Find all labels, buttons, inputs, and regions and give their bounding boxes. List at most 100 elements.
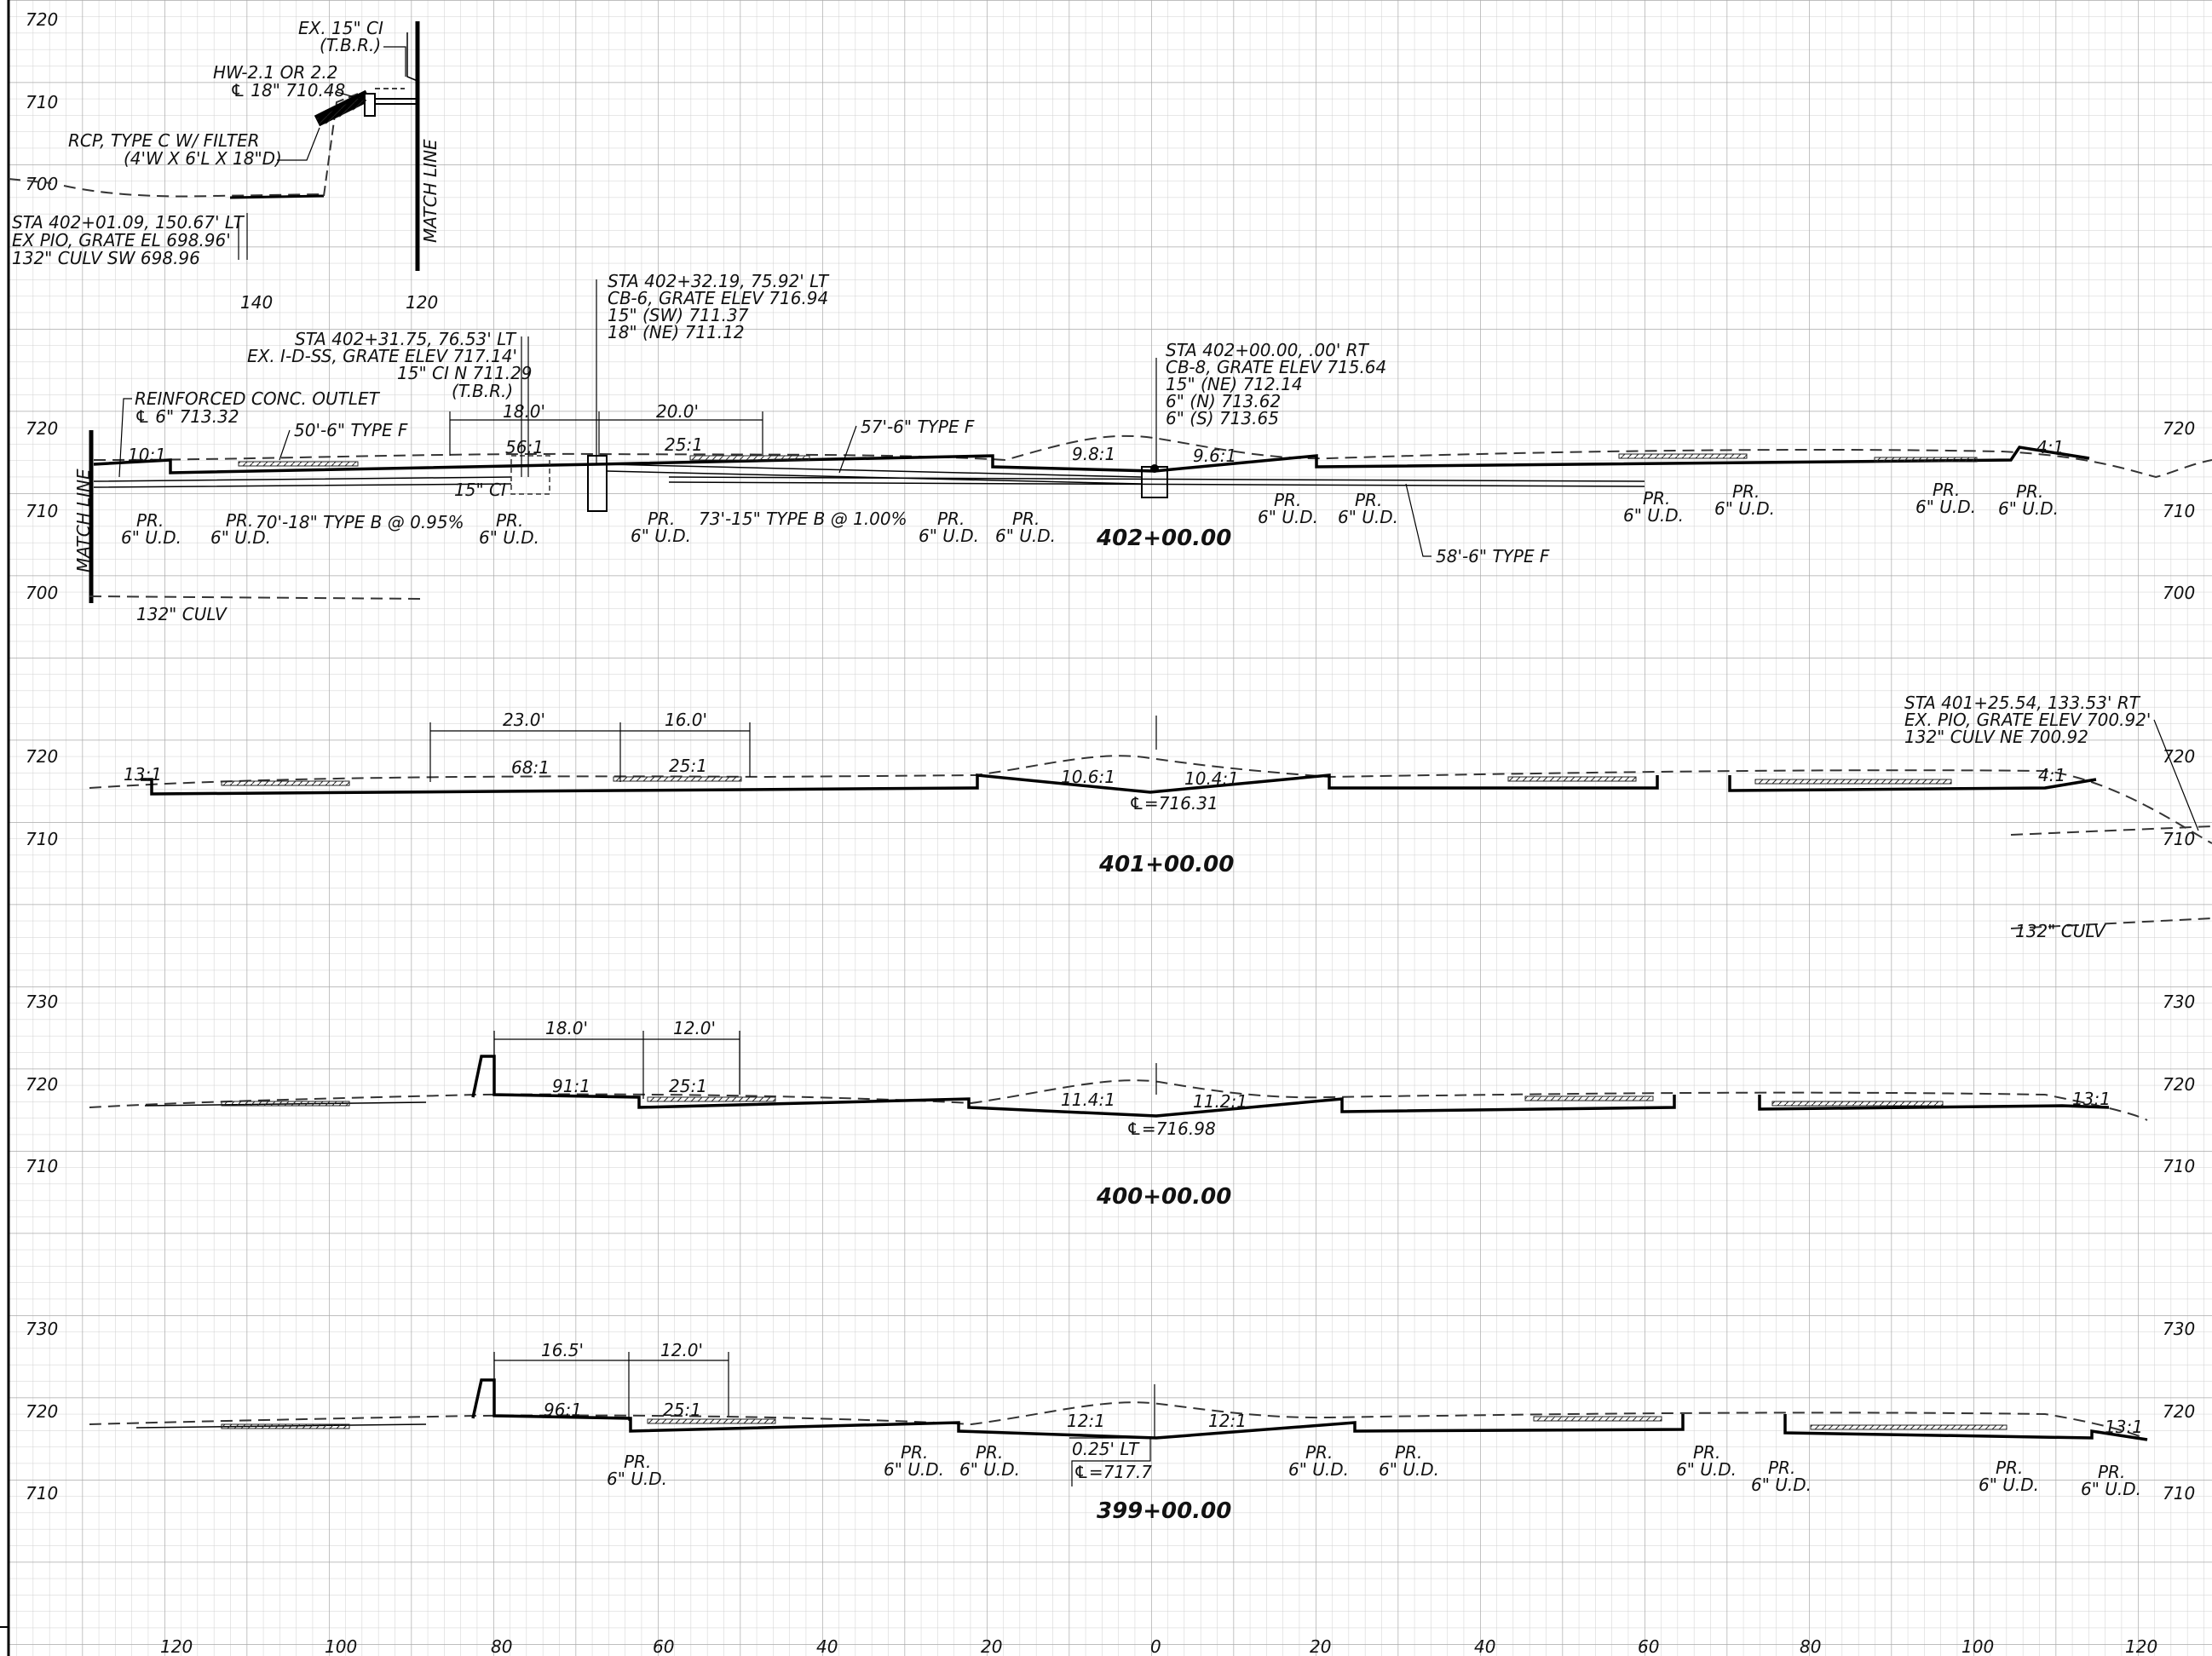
offset-label: 140 <box>240 292 273 313</box>
offset-label: 80 <box>491 1636 512 1656</box>
elev-label: 700 <box>26 174 58 194</box>
cb6-note: 15" (SW) 711.37 <box>608 305 749 325</box>
type-f-label: 58'-6" TYPE F <box>1436 546 1550 566</box>
svg-text:PR.: PR. <box>624 1452 651 1472</box>
section-402: 720 710 700 720 710 700 MATCH LINE 132" … <box>26 271 2212 624</box>
type-f-label: 50'-6" TYPE F <box>294 420 408 440</box>
pio-note: EX. PIO, GRATE ELEV 700.92' <box>1904 710 2151 730</box>
cb6-note: STA 402+32.19, 75.92' LT <box>608 271 830 291</box>
elev-label: 710 <box>26 92 58 112</box>
svg-text:6" U.D.: 6" U.D. <box>607 1469 667 1489</box>
cl-elevation: ℄=716.98 <box>1126 1118 1216 1139</box>
pio-note: STA 401+25.54, 133.53' RT <box>1904 693 2141 713</box>
svg-text:6" U.D.: 6" U.D. <box>1979 1475 2039 1495</box>
svg-text:6" U.D.: 6" U.D. <box>959 1459 1020 1480</box>
match-line-label: MATCH LINE <box>73 469 94 572</box>
svg-text:PR.: PR. <box>2016 481 2043 502</box>
station-label: 402+00.00 <box>1096 526 1231 551</box>
idss-note: (T.B.R.) <box>452 381 513 401</box>
cl-elevation: ℄=716.31 <box>1129 793 1218 814</box>
elev-label: 710 <box>2163 829 2195 849</box>
station-label: 399+00.00 <box>1097 1498 1231 1524</box>
svg-text:PR.: PR. <box>136 510 164 531</box>
svg-text:PR.: PR. <box>1355 490 1382 510</box>
dimension-label: 16.0' <box>665 710 707 730</box>
svg-text:PR.: PR. <box>496 510 523 531</box>
svg-text:6" U.D.: 6" U.D. <box>995 526 1056 546</box>
slope-label: 25:1 <box>665 434 703 455</box>
note-line: (T.B.R.) <box>320 35 381 55</box>
station-label: 400+00.00 <box>1096 1184 1231 1210</box>
offset-label: 40 <box>816 1636 838 1656</box>
note-line: EX PIO, GRATE EL 698.96' <box>12 230 231 250</box>
slope-label: 91:1 <box>552 1076 590 1096</box>
elev-label: 730 <box>26 1319 58 1339</box>
svg-text:6" U.D.: 6" U.D. <box>1623 505 1684 526</box>
slope-label: 12:1 <box>1067 1411 1105 1431</box>
offset-label: 100 <box>1961 1636 1994 1656</box>
note-line: RCP, TYPE C W/ FILTER <box>68 130 260 151</box>
outlet-note: REINFORCED CONC. OUTLET <box>135 388 381 409</box>
slope-label: 10.4:1 <box>1184 768 1239 789</box>
section-399: 730 720 710 730 720 710 16.5' 12.0' 96:1… <box>26 1319 2195 1524</box>
idss-note: STA 402+31.75, 76.53' LT <box>295 329 517 349</box>
pio-note: 132" CULV NE 700.92 <box>1904 727 2088 747</box>
slope-label: 10:1 <box>128 445 166 465</box>
offset-label: 20 <box>1310 1636 1331 1656</box>
svg-text:6" U.D.: 6" U.D. <box>1998 498 2059 519</box>
svg-text:6" U.D.: 6" U.D. <box>1714 498 1775 519</box>
dimension-label: 18.0' <box>545 1018 588 1038</box>
dimension-label: 12.0' <box>673 1018 716 1038</box>
slope-label: 11.2:1 <box>1193 1091 1247 1112</box>
elev-label: 710 <box>2163 501 2195 521</box>
svg-text:PR.: PR. <box>1305 1442 1333 1463</box>
svg-text:6" U.D.: 6" U.D. <box>1751 1475 1812 1495</box>
elev-label: 710 <box>26 1483 58 1504</box>
slope-label: 4:1 <box>2038 765 2065 785</box>
type-f-label: 57'-6" TYPE F <box>861 417 975 437</box>
slope-label: 12:1 <box>1208 1411 1247 1431</box>
note-line: EX. 15" CI <box>298 18 383 38</box>
top-detail: 720 710 700 MATCH LINE EX. 15" CI (T.B.R… <box>8 9 441 313</box>
elev-label: 720 <box>2163 418 2195 439</box>
slope-label: 68:1 <box>511 757 550 778</box>
elev-label: 730 <box>2163 992 2195 1012</box>
offset-label: 100 <box>325 1636 357 1656</box>
note-line: 132" CULV SW 698.96 <box>12 248 200 268</box>
note-line: STA 402+01.09, 150.67' LT <box>12 212 245 233</box>
svg-text:PR.: PR. <box>1395 1442 1422 1463</box>
svg-text:PR.: PR. <box>1732 481 1760 502</box>
idss-note: EX. I-D-SS, GRATE ELEV 717.14' <box>247 346 517 366</box>
svg-text:6" U.D.: 6" U.D. <box>479 527 539 548</box>
svg-text:6" U.D.: 6" U.D. <box>919 526 979 546</box>
slope-label: 13:1 <box>2072 1089 2111 1109</box>
elev-label: 710 <box>2163 1483 2195 1504</box>
outlet-note: ℄ 6" 713.32 <box>135 406 239 427</box>
svg-text:6" U.D.: 6" U.D. <box>1338 507 1398 527</box>
slope-label: 4:1 <box>2036 437 2064 457</box>
note-line: (4'W X 6'L X 18"D) <box>124 148 282 169</box>
slope-label: 11.4:1 <box>1061 1090 1115 1110</box>
svg-text:6" U.D.: 6" U.D. <box>210 527 271 548</box>
dimension-label: 20.0' <box>656 401 699 422</box>
cl-elevation: ℄=717.7 <box>1074 1462 1152 1482</box>
svg-text:PR.: PR. <box>1012 509 1040 529</box>
svg-text:PR.: PR. <box>1274 490 1301 510</box>
offset-note: 0.25' LT <box>1072 1439 1140 1459</box>
cb6-note: CB-6, GRATE ELEV 716.94 <box>608 288 828 308</box>
dimension-label: 16.5' <box>541 1340 584 1360</box>
cb6-note: 18" (NE) 711.12 <box>608 322 745 342</box>
idss-note: 15" CI N 711.29 <box>397 363 533 383</box>
svg-text:PR.: PR. <box>648 509 675 529</box>
pipe-label: 15" CI <box>454 480 506 500</box>
offset-label: 60 <box>1638 1636 1659 1656</box>
offset-axis: 120 100 80 60 40 20 0 20 40 60 80 100 12… <box>160 1636 2157 1656</box>
note-line: HW-2.1 OR 2.2 <box>213 62 337 83</box>
slope-label: 25:1 <box>669 756 707 776</box>
culv-label: 132" CULV <box>136 604 228 624</box>
svg-text:PR.: PR. <box>1693 1442 1720 1463</box>
svg-text:PR.: PR. <box>1643 488 1670 509</box>
offset-label: 120 <box>160 1636 193 1656</box>
dimension-label: 23.0' <box>503 710 545 730</box>
elev-label: 700 <box>2163 583 2195 603</box>
